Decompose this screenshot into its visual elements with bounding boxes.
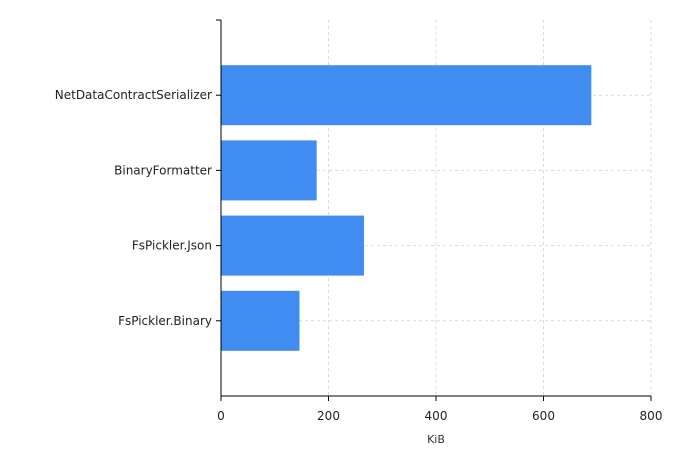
x-axis-title: KiB — [427, 433, 445, 446]
bar — [221, 140, 317, 201]
x-tick-label: 400 — [425, 409, 448, 423]
x-tick-label: 800 — [640, 409, 663, 423]
category-label: FsPickler.Binary — [118, 314, 212, 328]
x-tick-label: 600 — [532, 409, 555, 423]
bar — [221, 65, 592, 126]
bar — [221, 290, 300, 351]
label-layer: 0 200 400 600 800 NetDataContractSerializer Bi… — [55, 88, 663, 423]
bar-layer — [221, 65, 592, 351]
x-tick-label: 200 — [317, 409, 340, 423]
category-label: FsPickler.Json — [132, 239, 212, 253]
category-label: NetDataContractSerializer — [55, 88, 212, 102]
axis-layer — [216, 19, 652, 401]
bar — [221, 215, 364, 276]
x-tick-label: 0 — [217, 409, 225, 423]
category-label: BinaryFormatter — [114, 163, 212, 177]
